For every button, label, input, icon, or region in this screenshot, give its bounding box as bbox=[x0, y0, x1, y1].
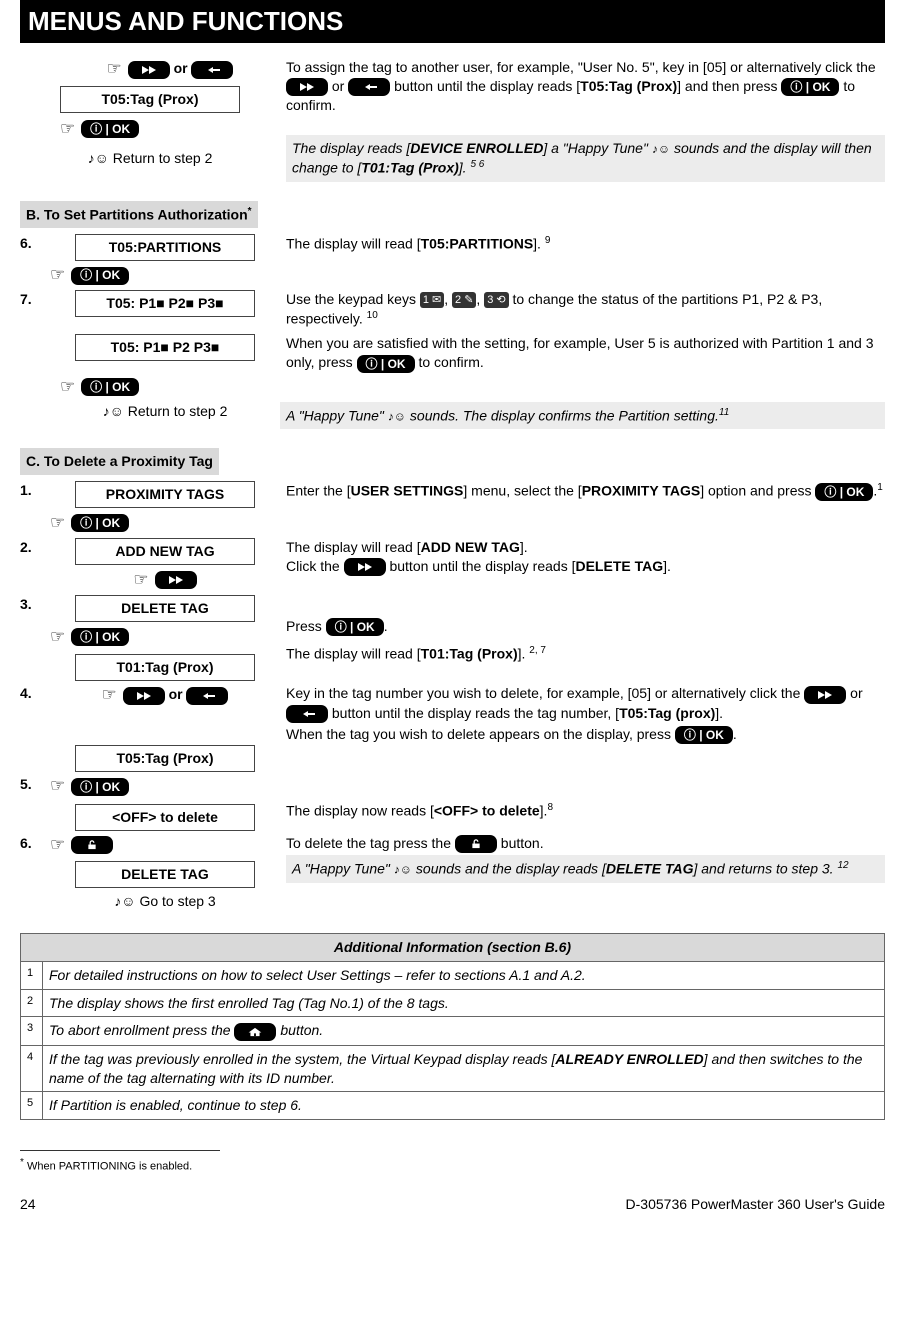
c2-text: The display will read [ADD NEW TAG]. Cli… bbox=[280, 538, 885, 592]
c1-num: 1. bbox=[20, 481, 50, 535]
display-t05-p123: T05: P1■ P2■ P3■ bbox=[75, 290, 255, 317]
section-b-heading: B. To Set Partitions Authorization* bbox=[20, 201, 258, 229]
pointer-icon: ☞ bbox=[50, 264, 65, 287]
display-proximity-tags: PROXIMITY TAGS bbox=[75, 481, 255, 508]
pointer-icon: ☞ bbox=[50, 834, 65, 857]
table-row: 2 bbox=[21, 989, 43, 1017]
step-6-number: 6. bbox=[20, 234, 50, 261]
assign-tag-text: To assign the tag to another user, for e… bbox=[286, 58, 885, 115]
forward-button[interactable] bbox=[128, 61, 170, 79]
key-1[interactable]: 1 ✉ bbox=[420, 292, 444, 308]
c2-num: 2. bbox=[20, 538, 50, 592]
display-delete-tag: DELETE TAG bbox=[75, 595, 255, 622]
ok-button[interactable]: ⓘ | OK bbox=[71, 267, 129, 285]
ok-button[interactable]: ⓘ | OK bbox=[71, 628, 129, 646]
pointer-icon: ☞ bbox=[60, 118, 75, 141]
go-to-step3: ♪☺ Go to step 3 bbox=[50, 892, 280, 911]
table-row: 1 bbox=[21, 961, 43, 989]
or-label: or bbox=[174, 60, 188, 76]
display-off-to-delete: <OFF> to delete bbox=[75, 804, 255, 831]
key-3[interactable]: 3 ⟲ bbox=[484, 292, 508, 308]
pointer-icon: ☞ bbox=[133, 569, 148, 592]
footnote-text: * When PARTITIONING is enabled. bbox=[20, 1156, 885, 1175]
table-row: 5 bbox=[21, 1092, 43, 1120]
forward-button[interactable] bbox=[804, 686, 846, 704]
table-row: 4 bbox=[21, 1045, 43, 1092]
footnote-rule bbox=[20, 1150, 220, 1151]
back-button[interactable] bbox=[191, 61, 233, 79]
home-button[interactable] bbox=[234, 1023, 276, 1041]
addl-r2: The display shows the first enrolled Tag… bbox=[43, 989, 885, 1017]
display-t01-tag: T01:Tag (Prox) bbox=[75, 654, 255, 681]
ok-button[interactable]: ⓘ | OK bbox=[781, 78, 839, 96]
display-t05-tag: T05:Tag (Prox) bbox=[60, 86, 240, 113]
forward-button[interactable] bbox=[286, 78, 328, 96]
ok-button[interactable]: ⓘ | OK bbox=[81, 378, 139, 396]
forward-button[interactable] bbox=[344, 558, 386, 576]
pointer-icon: ☞ bbox=[102, 684, 117, 707]
pointer-icon: ☞ bbox=[60, 376, 75, 399]
ok-button[interactable]: ⓘ | OK bbox=[71, 514, 129, 532]
ok-button[interactable]: ⓘ | OK bbox=[81, 120, 139, 138]
step-7-number: 7. bbox=[20, 290, 50, 328]
addl-r5: If Partition is enabled, continue to ste… bbox=[43, 1092, 885, 1120]
addl-r1: For detailed instructions on how to sele… bbox=[43, 961, 885, 989]
c6-num: 6. bbox=[20, 834, 50, 911]
ok-button[interactable]: ⓘ | OK bbox=[357, 355, 415, 373]
additional-info-table: Additional Information (section B.6) 1Fo… bbox=[20, 933, 885, 1121]
c6-text: To delete the tag press the button. bbox=[286, 834, 885, 853]
pointer-icon: ☞ bbox=[50, 626, 65, 649]
unlock-button[interactable] bbox=[455, 835, 497, 853]
happy-tune-note-b: A "Happy Tune" ♪☺ sounds. The display co… bbox=[280, 402, 885, 430]
addl-title: Additional Information (section B.6) bbox=[21, 933, 885, 961]
c4-text: Key in the tag number you wish to delete… bbox=[280, 684, 885, 772]
display-t05-p13: T05: P1■ P2 P3■ bbox=[75, 334, 255, 361]
c4-num: 4. bbox=[20, 684, 50, 772]
back-button[interactable] bbox=[286, 705, 328, 723]
key-2[interactable]: 2 ✎ bbox=[452, 292, 476, 308]
happy-tune-note-c: A "Happy Tune" ♪☺ sounds and the display… bbox=[286, 855, 885, 883]
back-button[interactable] bbox=[348, 78, 390, 96]
ok-button[interactable]: ⓘ | OK bbox=[675, 726, 733, 744]
pointer-icon: ☞ bbox=[50, 775, 65, 798]
forward-button[interactable] bbox=[123, 687, 165, 705]
return-step2-b: ♪☺ Return to step 2 bbox=[50, 402, 280, 430]
table-row: 3 bbox=[21, 1017, 43, 1045]
c1-text: Enter the [USER SETTINGS] menu, select t… bbox=[280, 481, 885, 535]
back-button[interactable] bbox=[186, 687, 228, 705]
page-footer: 24 D-305736 PowerMaster 360 User's Guide bbox=[20, 1195, 885, 1214]
or-label: or bbox=[169, 687, 183, 703]
footer-page: 24 bbox=[20, 1195, 36, 1214]
display-t05-partitions: T05:PARTITIONS bbox=[75, 234, 255, 261]
ok-button[interactable]: ⓘ | OK bbox=[71, 778, 129, 796]
addl-r3: To abort enrollment press the button. bbox=[43, 1017, 885, 1045]
section-c-heading: C. To Delete a Proximity Tag bbox=[20, 448, 219, 475]
c5-text: The display now reads [<OFF> to delete].… bbox=[280, 775, 885, 831]
device-enrolled-note: The display reads [DEVICE ENROLLED] a "H… bbox=[286, 135, 885, 181]
step-7-text2: When you are satisfied with the setting,… bbox=[280, 334, 885, 372]
page-title: MENUS AND FUNCTIONS bbox=[20, 0, 885, 43]
c3-text: Press ⓘ | OK. The display will read [T01… bbox=[280, 595, 885, 682]
step-7-text1: Use the keypad keys 1 ✉, 2 ✎, 3 ⟲ to cha… bbox=[280, 290, 885, 328]
display-add-new-tag: ADD NEW TAG bbox=[75, 538, 255, 565]
forward-button[interactable] bbox=[155, 571, 197, 589]
return-step2: ♪☺ Return to step 2 bbox=[20, 149, 280, 168]
unlock-button[interactable] bbox=[71, 836, 113, 854]
display-t05-tag2: T05:Tag (Prox) bbox=[75, 745, 255, 772]
c3-num: 3. bbox=[20, 595, 50, 682]
step-6-text: The display will read [T05:PARTITIONS]. … bbox=[280, 234, 885, 261]
pointer-icon: ☞ bbox=[50, 512, 65, 535]
pointer-icon: ☞ bbox=[107, 58, 122, 81]
c5-num: 5. bbox=[20, 775, 50, 831]
ok-button[interactable]: ⓘ | OK bbox=[326, 618, 384, 636]
footer-doc: D-305736 PowerMaster 360 User's Guide bbox=[626, 1195, 885, 1214]
addl-r4: If the tag was previously enrolled in th… bbox=[43, 1045, 885, 1092]
ok-button[interactable]: ⓘ | OK bbox=[815, 483, 873, 501]
display-delete-tag2: DELETE TAG bbox=[75, 861, 255, 888]
